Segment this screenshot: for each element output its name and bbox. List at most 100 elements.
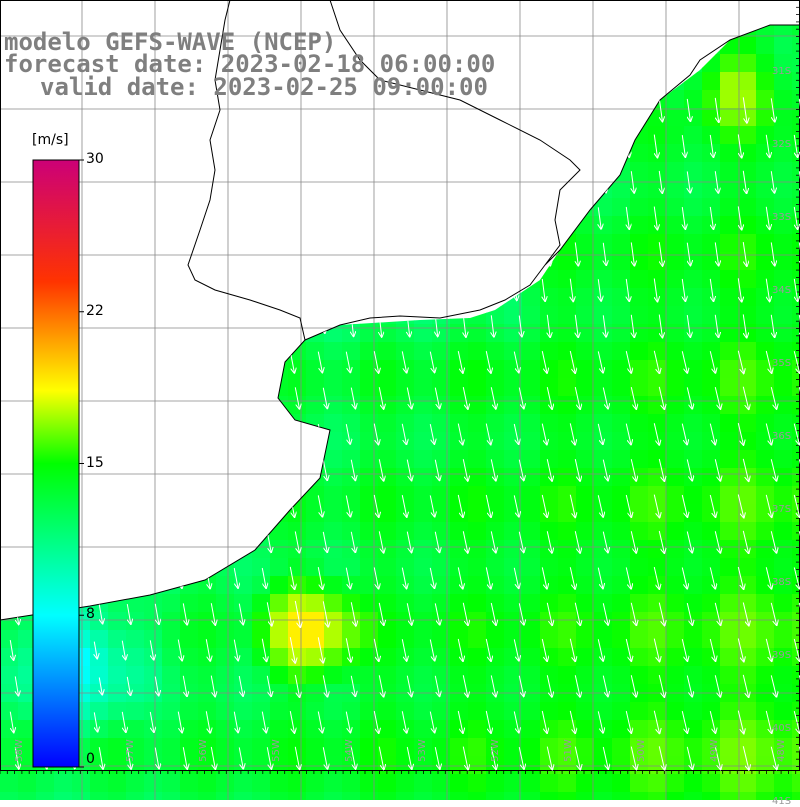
ocean-cell: [216, 522, 235, 541]
lon-label: 55W: [270, 739, 282, 762]
ocean-cell: [0, 504, 19, 523]
wind-arrow: [598, 279, 601, 301]
ocean-cell: [738, 324, 757, 343]
ocean-cell: [720, 126, 739, 145]
wind-arrow: [714, 675, 720, 696]
lon-label: 53W: [416, 739, 428, 762]
ocean-cell: [432, 738, 451, 757]
wind-arrow: [654, 206, 657, 230]
wind-arrow: [345, 638, 351, 661]
ocean-cell: [594, 25, 613, 37]
wind-arrow: [659, 314, 662, 338]
ocean-cell: [396, 0, 415, 19]
wind-arrow: [322, 601, 328, 626]
ocean-cell: [162, 450, 181, 469]
ocean-cell: [774, 774, 793, 793]
ocean-cell: [468, 342, 487, 361]
ocean-cell: [108, 594, 127, 613]
wind-arrow: [486, 207, 488, 228]
ocean-cell: [378, 612, 397, 631]
wind-arrow: [714, 602, 720, 625]
ocean-cell: [630, 792, 649, 800]
ocean-cell: [162, 756, 181, 775]
ocean-cell: [126, 378, 145, 397]
ocean-cell: [162, 522, 181, 541]
wind-arrow: [290, 138, 292, 153]
ocean-cell: [0, 180, 19, 199]
ocean-cell: [144, 612, 163, 631]
wind-arrow: [346, 208, 348, 228]
ocean-cell: [162, 216, 181, 235]
wind-arrow: [99, 604, 102, 624]
ocean-cell: [630, 594, 649, 613]
wind-arrow: [318, 282, 320, 297]
ocean-cell: [630, 612, 649, 631]
ocean-cell: [360, 396, 379, 415]
wind-arrow: [14, 459, 18, 480]
wind-arrow: [569, 494, 575, 518]
ocean-cell: [594, 414, 613, 433]
ocean-cell: [108, 162, 127, 181]
ocean-cell: [594, 324, 613, 343]
ocean-cell: [630, 162, 649, 181]
wind-arrow: [513, 495, 519, 516]
wind-arrow: [653, 566, 659, 589]
ocean-cell: [324, 792, 343, 800]
ocean-cell: [306, 540, 325, 559]
colorbar-label: 22: [86, 302, 104, 319]
ocean-cell: [468, 324, 487, 343]
wind-arrow: [490, 746, 496, 769]
ocean-cell: [468, 360, 487, 379]
wind-arrow: [15, 315, 17, 336]
wind-arrow: [317, 567, 322, 589]
ocean-cell: [684, 540, 703, 559]
ocean-cell: [90, 360, 109, 379]
wind-arrow: [765, 423, 771, 444]
ocean-cell: [180, 432, 199, 451]
ocean-cell: [108, 666, 127, 685]
ocean-cell: [90, 792, 109, 800]
ocean-cell: [432, 756, 451, 775]
ocean-cell: [720, 324, 739, 343]
wind-arrow: [154, 532, 158, 552]
ocean-cell: [378, 648, 397, 667]
ocean-cell: [594, 432, 613, 451]
ocean-cell: [684, 378, 703, 397]
wind-arrow: [149, 424, 153, 443]
ocean-cell: [738, 108, 757, 127]
ocean-cell: [612, 378, 631, 397]
ocean-cell: [738, 522, 757, 541]
ocean-cell: [396, 504, 415, 523]
ocean-cell: [360, 450, 379, 469]
ocean-cell: [414, 792, 433, 800]
ocean-cell: [198, 288, 217, 307]
ocean-cell: [180, 162, 199, 181]
lon-label: 58W: [13, 739, 25, 762]
ocean-cell: [486, 342, 505, 361]
lon-label: 50W: [635, 739, 647, 762]
ocean-cell: [648, 270, 667, 289]
ocean-cell: [558, 378, 577, 397]
wind-arrow: [261, 424, 266, 444]
ocean-cell: [414, 540, 433, 559]
wind-arrow: [183, 101, 185, 119]
ocean-cell: [162, 468, 181, 487]
ocean-cell: [558, 468, 577, 487]
ocean-cell: [702, 216, 721, 235]
ocean-cell: [450, 594, 469, 613]
ocean-cell: [612, 180, 631, 199]
ocean-cell: [324, 180, 343, 199]
ocean-cell: [576, 432, 595, 451]
wind-arrow: [546, 386, 552, 409]
ocean-cell: [198, 360, 217, 379]
ocean-cell: [162, 630, 181, 649]
wind-arrow: [686, 746, 692, 769]
ocean-cell: [234, 702, 253, 721]
ocean-cell: [0, 414, 19, 433]
ocean-cell: [450, 414, 469, 433]
ocean-cell: [216, 0, 235, 19]
ocean-cell: [378, 216, 397, 235]
ocean-cell: [306, 378, 325, 397]
ocean-cell: [774, 630, 793, 649]
